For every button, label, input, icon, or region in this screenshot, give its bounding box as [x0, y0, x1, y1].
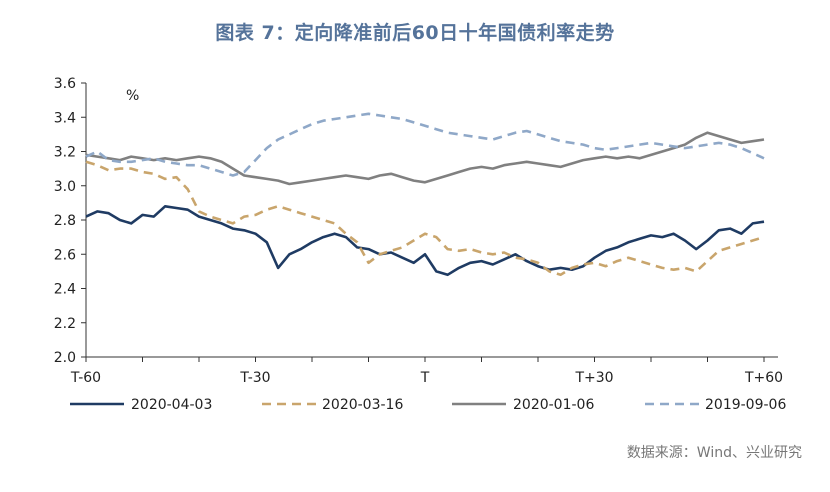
series-line-2020-04-03 — [85, 205, 765, 277]
series-layer — [85, 112, 765, 277]
x-tick-label: T — [420, 370, 430, 386]
y-unit-label: % — [126, 88, 139, 104]
x-tick-label: T+60 — [744, 370, 783, 386]
chart-title: 图表 7：定向降准前后60日十年国债利率走势 — [215, 22, 615, 44]
x-tick-label: T+30 — [574, 370, 613, 386]
y-tick-label: 3.0 — [54, 179, 76, 195]
legend: 2020-04-03 2020-03-16 2020-01-06 2019-09-06 — [70, 397, 786, 413]
y-tick-label: 2.8 — [54, 213, 76, 229]
y-tick-label: 2.6 — [54, 247, 76, 263]
legend-label: 2019-09-06 — [705, 397, 786, 413]
y-tick-label: 2.0 — [54, 350, 76, 366]
x-tick-label: T-60 — [70, 370, 101, 386]
series-line-2019-09-06 — [85, 112, 765, 177]
x-tick-label: T-30 — [239, 370, 270, 386]
y-tick-label: 3.4 — [54, 110, 76, 126]
legend-label: 2020-03-16 — [322, 397, 403, 413]
y-tick-label: 3.6 — [54, 76, 76, 92]
series-line-2020-01-06 — [85, 131, 765, 186]
legend-label: 2020-04-03 — [131, 397, 212, 413]
y-tick-label: 2.4 — [54, 282, 76, 298]
source-note: 数据来源：Wind、兴业研究 — [626, 445, 802, 461]
axes: 2.0 2.2 2.4 2.6 2.8 3.0 3.2 3.4 3.6 T-60 T-30 T T+30… — [54, 76, 783, 386]
series-line-2020-03-16 — [85, 160, 765, 277]
y-tick-label: 2.2 — [54, 316, 76, 332]
y-tick-label: 3.2 — [54, 145, 76, 161]
legend-label: 2020-01-06 — [513, 397, 594, 413]
